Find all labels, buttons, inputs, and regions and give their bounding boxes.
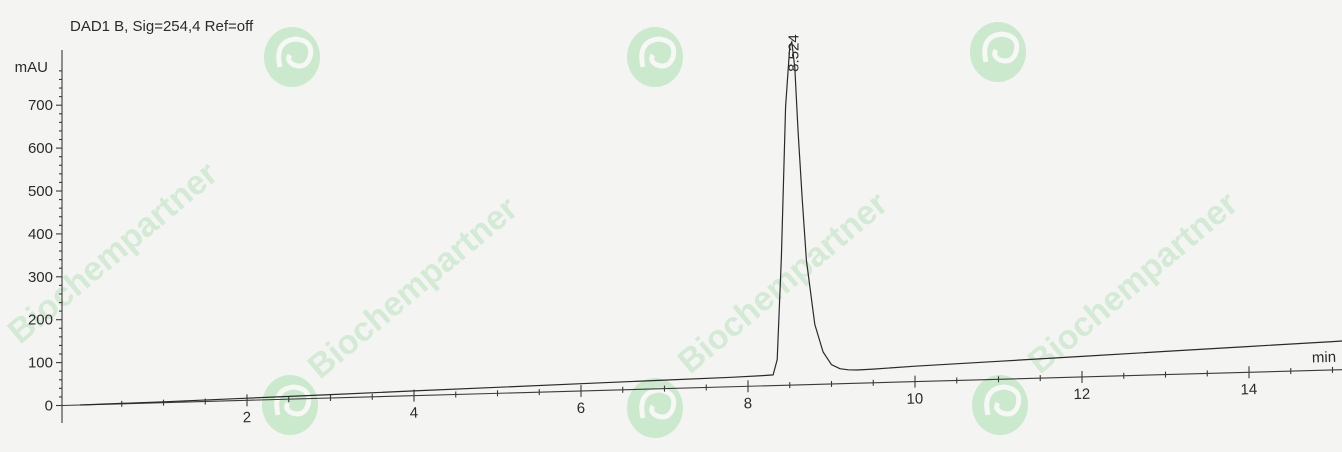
x-tick-label: 10 — [906, 390, 923, 407]
y-tick-label: 600 — [28, 140, 53, 157]
x-tick-label: 14 — [1240, 381, 1257, 398]
x-axis-label: min — [1312, 349, 1337, 367]
spiral-logo-icon — [264, 27, 320, 87]
y-tick-label: 400 — [28, 226, 53, 243]
peak-label: 8.524 — [786, 34, 803, 72]
spiral-logo-icon — [970, 22, 1026, 82]
x-tick-label: 6 — [576, 400, 585, 417]
x-axis-line — [61, 369, 1342, 407]
spiral-logo-icon — [627, 27, 683, 87]
y-tick-label: 500 — [28, 183, 53, 200]
y-axis-label: mAU — [15, 59, 48, 76]
x-tick-label: 4 — [409, 405, 418, 422]
spiral-logo-icon — [262, 375, 318, 435]
watermark-layer: Biochempartner Biochempartner Biochempartn… — [1, 22, 1245, 438]
chart-title: DAD1 B, Sig=254,4 Ref=off — [70, 18, 254, 35]
x-tick-label: 8 — [743, 395, 752, 412]
y-tick-label: 700 — [28, 97, 53, 114]
y-tick-label: 100 — [28, 355, 53, 372]
peak-labels: 8.524 — [786, 34, 803, 72]
watermark-text: Biochempartner — [1021, 184, 1245, 381]
y-tick-label: 300 — [28, 269, 53, 286]
series-layer — [79, 39, 1342, 406]
axes: 0 100 200 300 400 500 600 700 mAU 2 4 6 8 10 12 14 min — [15, 50, 1342, 426]
chromatogram-trace — [79, 39, 1342, 406]
spiral-logo-icon — [972, 375, 1028, 435]
x-tick-label: 12 — [1073, 386, 1090, 403]
y-tick-label: 0 — [45, 398, 53, 415]
x-tick-label: 2 — [242, 409, 251, 426]
y-tick-label: 200 — [28, 312, 53, 329]
watermark-text: Biochempartner — [301, 189, 525, 386]
spiral-logo-icon — [627, 378, 683, 438]
